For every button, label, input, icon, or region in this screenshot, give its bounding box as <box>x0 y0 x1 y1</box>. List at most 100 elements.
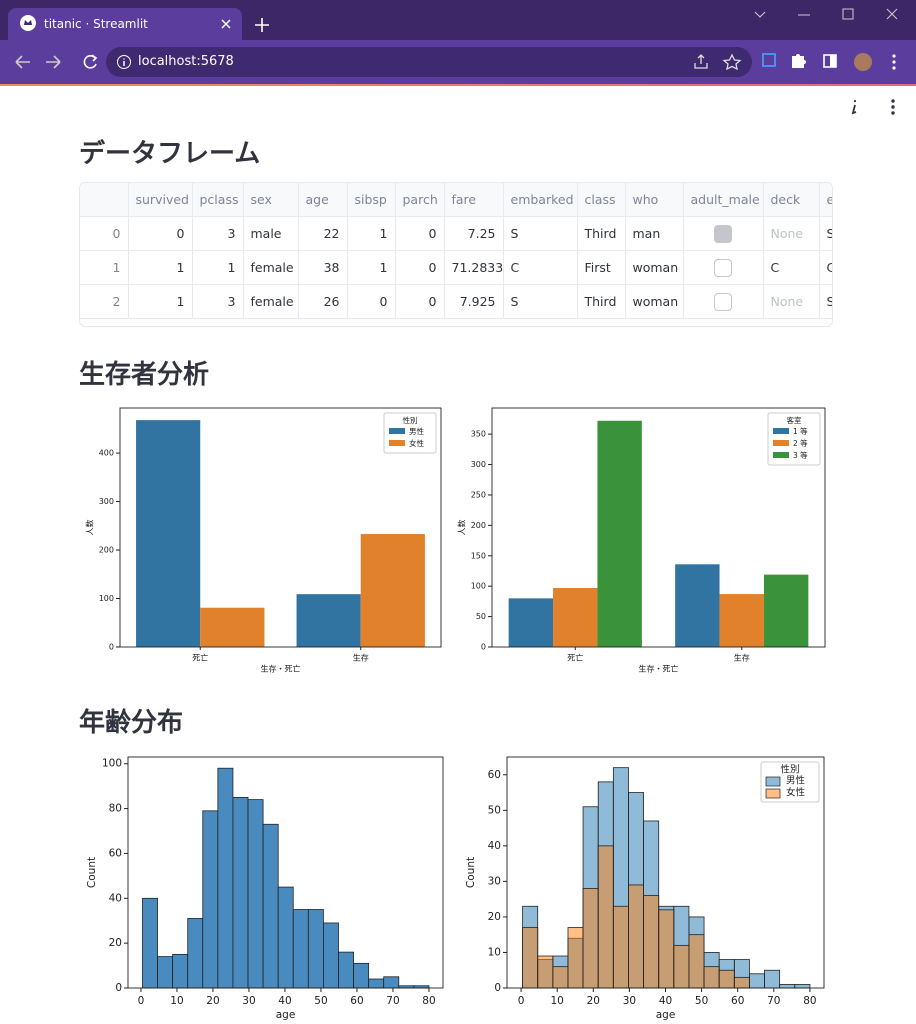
bar <box>763 574 809 647</box>
histogram-bar <box>338 951 354 989</box>
histogram-bar <box>217 767 234 989</box>
cell: 1 <box>347 250 396 285</box>
site-info[interactable] <box>116 54 132 70</box>
legend-swatch <box>773 452 789 458</box>
column-header[interactable]: survived <box>128 183 193 217</box>
new-tab[interactable] <box>254 17 270 33</box>
cell: S <box>819 284 832 319</box>
extension-icons[interactable] <box>758 40 908 84</box>
cell <box>683 216 764 251</box>
cell: 0 <box>395 216 445 251</box>
checkbox <box>714 224 732 243</box>
x-tick-label: 60 <box>731 995 744 1007</box>
column-header[interactable]: e <box>819 183 832 217</box>
y-tick-label: 50 <box>476 612 486 621</box>
histogram-bar <box>383 976 400 989</box>
column-header[interactable]: embarked <box>503 183 578 217</box>
column-header[interactable]: age <box>298 183 348 217</box>
checkbox <box>714 292 732 311</box>
cell: None <box>763 216 820 251</box>
x-tick-label: 70 <box>386 995 399 1007</box>
address-bar[interactable]: localhost:5678 <box>106 47 752 77</box>
y-tick-label: 150 <box>471 551 486 560</box>
legend-label: 2 等 <box>793 438 808 448</box>
y-tick-label: 50 <box>488 804 501 816</box>
x-tick-label: 20 <box>587 995 600 1007</box>
cell: 0 <box>395 284 445 319</box>
column-header[interactable]: adult_male <box>683 183 764 217</box>
x-axis-label: age <box>656 1009 676 1021</box>
cell: 0 <box>128 216 193 251</box>
cell: First <box>577 250 626 285</box>
y-axis-label: 人数 <box>85 520 95 536</box>
cell: S <box>503 216 578 251</box>
histogram-bar <box>232 796 249 989</box>
window-controls[interactable] <box>750 0 910 40</box>
column-header[interactable]: deck <box>763 183 820 217</box>
column-header[interactable]: fare <box>444 183 504 217</box>
accent-line <box>0 84 916 86</box>
bar <box>296 594 361 647</box>
histogram-bar <box>157 956 174 989</box>
cell: 26 <box>298 284 348 319</box>
y-tick-label: 250 <box>471 490 486 499</box>
legend-title: 客室 <box>787 415 802 425</box>
legend-label: 3 等 <box>793 450 808 460</box>
x-tick-label: 生存 <box>734 653 750 663</box>
histogram-bar <box>643 895 660 989</box>
y-tick-label: 100 <box>102 758 122 770</box>
cell: 1 <box>192 250 244 285</box>
tab[interactable]: titanic · Streamlit <box>8 8 242 40</box>
y-tick-label: 80 <box>109 803 122 815</box>
column-header[interactable]: parch <box>395 183 445 217</box>
row-index: 1 <box>80 250 129 285</box>
header-row: survived pclass sex age sibsp parch fare embark… <box>80 183 832 217</box>
address-actions[interactable] <box>692 52 752 72</box>
url: localhost:5678 <box>138 54 234 69</box>
x-tick-label: 0 <box>518 995 525 1007</box>
x-tick-label: 40 <box>659 995 672 1007</box>
y-axis-label: Count <box>465 857 477 888</box>
column-header[interactable]: sex <box>243 183 299 217</box>
cell: 1 <box>128 284 193 319</box>
histogram-bar <box>628 884 644 989</box>
favicon <box>20 15 36 31</box>
histogram-bar <box>673 944 690 989</box>
histogram-bar <box>733 976 750 989</box>
x-axis-label: 生存・死亡 <box>261 664 301 674</box>
y-tick-label: 0 <box>494 982 501 994</box>
histogram-bar <box>277 886 294 989</box>
app-menu[interactable] <box>846 95 906 119</box>
x-tick-label: 40 <box>278 995 291 1007</box>
cell: None <box>763 284 820 319</box>
section-heading: 生存者分析 <box>79 360 210 390</box>
histogram-bar <box>749 973 765 989</box>
index-header <box>80 183 129 217</box>
x-tick-label: 30 <box>623 995 636 1007</box>
histogram-bar <box>142 897 158 989</box>
y-tick-label: 200 <box>471 521 486 530</box>
cell: male <box>243 216 299 251</box>
dataframe[interactable]: survived pclass sex age sibsp parch fare embark… <box>79 182 833 327</box>
tab-close[interactable] <box>220 18 232 30</box>
histogram-bar <box>537 955 554 989</box>
bar <box>719 594 764 647</box>
y-tick-label: 200 <box>99 546 114 555</box>
column-header[interactable]: sibsp <box>347 183 396 217</box>
cell: man <box>625 216 684 251</box>
nav-buttons[interactable] <box>8 40 104 84</box>
x-tick-label: 死亡 <box>192 653 208 663</box>
x-tick-label: 10 <box>550 995 563 1007</box>
column-header[interactable]: pclass <box>192 183 244 217</box>
y-tick-label: 0 <box>109 643 114 652</box>
x-tick-label: 死亡 <box>567 653 583 663</box>
bar <box>553 588 598 647</box>
x-tick-label: 60 <box>350 995 363 1007</box>
y-tick-label: 300 <box>99 497 114 506</box>
column-header[interactable]: who <box>625 183 684 217</box>
x-tick-label: 80 <box>803 995 816 1007</box>
bar <box>136 420 201 647</box>
column-header[interactable]: class <box>577 183 626 217</box>
histogram-bar <box>688 934 705 989</box>
histogram-bar <box>323 922 339 989</box>
